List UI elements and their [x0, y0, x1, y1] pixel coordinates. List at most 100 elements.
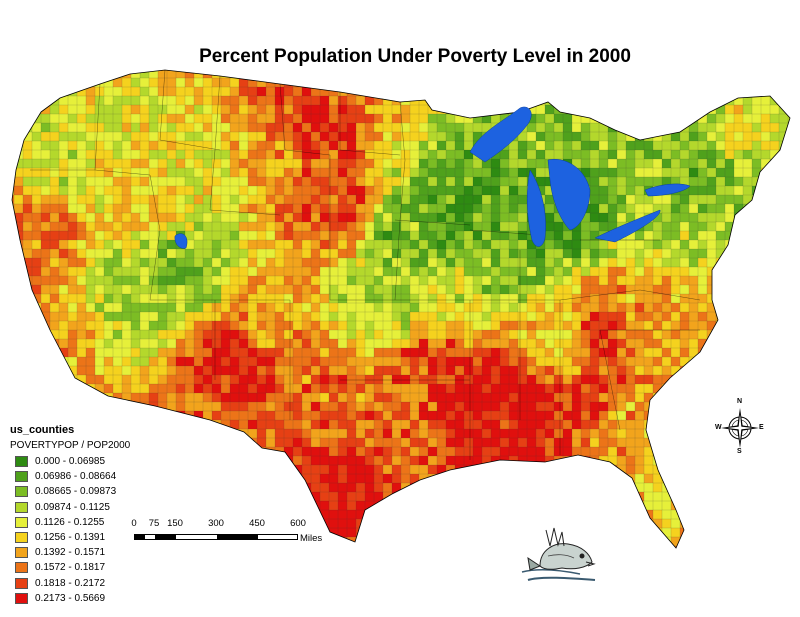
county-cell — [175, 158, 186, 169]
county-cell — [328, 239, 339, 250]
county-cell — [184, 86, 195, 97]
county-cell — [40, 221, 51, 232]
county-cell — [661, 500, 672, 511]
county-cell — [274, 194, 285, 205]
county-cell — [166, 158, 177, 169]
county-cell — [580, 149, 591, 160]
county-cell — [148, 383, 159, 394]
county-cell — [472, 257, 483, 268]
county-cell — [319, 401, 330, 412]
county-cell — [256, 194, 267, 205]
county-cell — [472, 239, 483, 250]
county-cell — [202, 131, 213, 142]
county-cell — [121, 104, 132, 115]
county-cell — [130, 257, 141, 268]
county-cell — [157, 140, 168, 151]
county-cell — [112, 185, 123, 196]
county-cell — [706, 221, 717, 232]
county-cell — [202, 311, 213, 322]
county-cell — [418, 158, 429, 169]
county-cell — [445, 284, 456, 295]
county-cell — [292, 293, 303, 304]
county-cell — [139, 104, 150, 115]
county-cell — [445, 95, 456, 106]
county-cell — [526, 266, 537, 277]
county-cell — [355, 131, 366, 142]
county-cell — [49, 221, 60, 232]
county-cell — [238, 302, 249, 313]
county-cell — [40, 122, 51, 133]
county-cell — [751, 230, 762, 241]
county-cell — [427, 338, 438, 349]
county-cell — [454, 311, 465, 322]
county-cell — [391, 455, 402, 466]
county-cell — [697, 167, 708, 178]
county-cell — [688, 338, 699, 349]
county-cell — [49, 383, 60, 394]
county-cell — [688, 455, 699, 466]
county-cell — [130, 248, 141, 259]
county-cell — [256, 329, 267, 340]
county-cell — [85, 149, 96, 160]
county-cell — [328, 70, 339, 79]
county-cell — [130, 338, 141, 349]
county-cell — [256, 131, 267, 142]
county-cell — [247, 185, 258, 196]
county-cell — [787, 545, 790, 548]
county-cell — [31, 266, 42, 277]
county-cell — [589, 428, 600, 439]
county-cell — [356, 555, 365, 564]
county-cell — [553, 509, 564, 520]
county-cell — [742, 176, 753, 187]
county-cell — [643, 491, 654, 502]
county-cell — [310, 473, 321, 484]
county-cell — [427, 419, 438, 430]
county-cell — [175, 176, 186, 187]
county-cell — [12, 86, 15, 97]
county-cell — [337, 185, 348, 196]
county-cell — [733, 185, 744, 196]
county-cell — [265, 482, 276, 493]
county-cell — [751, 329, 762, 340]
county-cell — [319, 455, 330, 466]
county-cell — [769, 293, 780, 304]
county-cell — [436, 257, 447, 268]
county-cell — [616, 293, 627, 304]
county-cell — [166, 320, 177, 331]
county-cell — [202, 365, 213, 376]
county-cell — [454, 365, 465, 376]
county-cell — [634, 320, 645, 331]
county-cell — [409, 203, 420, 214]
county-cell — [67, 257, 78, 268]
county-cell — [337, 221, 348, 232]
county-cell — [184, 374, 195, 385]
county-cell — [688, 284, 699, 295]
county-cell — [193, 491, 204, 502]
county-cell — [715, 464, 726, 475]
county-cell — [346, 365, 357, 376]
county-cell — [670, 167, 681, 178]
county-cell — [634, 194, 645, 205]
county-cell — [526, 365, 537, 376]
county-cell — [769, 167, 780, 178]
county-cell — [364, 473, 375, 484]
county-cell — [328, 176, 339, 187]
county-cell — [139, 464, 150, 475]
county-cell — [526, 311, 537, 322]
county-cell — [211, 365, 222, 376]
county-cell — [427, 536, 438, 547]
county-cell — [715, 77, 726, 88]
county-cell — [319, 221, 330, 232]
county-cell — [130, 428, 141, 439]
county-cell — [346, 275, 357, 286]
county-cell — [427, 302, 438, 313]
county-cell — [733, 329, 744, 340]
county-cell — [481, 95, 492, 106]
county-cell — [607, 212, 618, 223]
county-cell — [238, 419, 249, 430]
county-cell — [194, 555, 203, 564]
county-cell — [256, 95, 267, 106]
county-cell — [274, 473, 285, 484]
county-cell — [481, 284, 492, 295]
county-cell — [85, 257, 96, 268]
